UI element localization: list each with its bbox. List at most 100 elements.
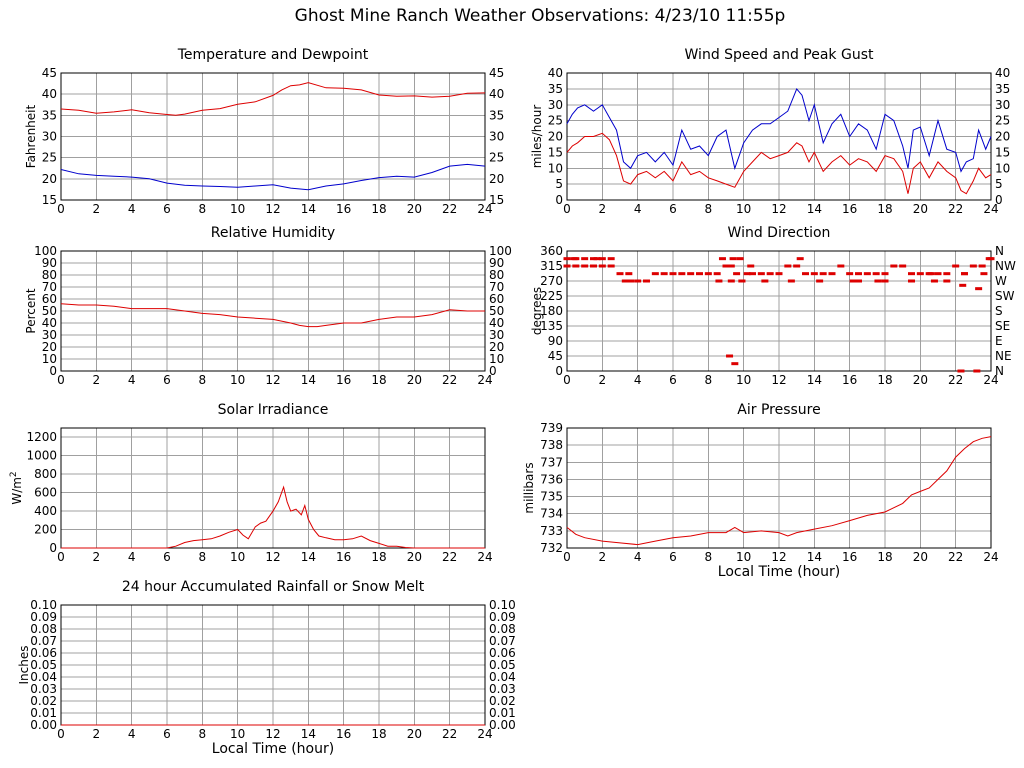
wind-direction-point (607, 264, 615, 268)
y-tick-label: 180 (540, 304, 563, 318)
right-tick-label: 0.06 (489, 646, 516, 660)
x-tick-label: 8 (199, 373, 207, 387)
wind-direction-point (775, 272, 783, 276)
x-tick-label: 10 (736, 373, 751, 387)
x-tick-label: 8 (199, 727, 207, 741)
wind-direction-point (872, 272, 880, 276)
wind-direction-point (837, 264, 845, 268)
y-tick-label: 733 (540, 524, 563, 538)
y-tick-label: 35 (548, 82, 563, 96)
x-tick-label: 0 (563, 373, 571, 387)
x-tick-label: 22 (948, 202, 963, 216)
right-tick-label: N (995, 364, 1004, 378)
x-tick-label: 6 (163, 202, 171, 216)
y-tick-label: 0.03 (30, 682, 57, 696)
x-tick-label: 4 (128, 727, 136, 741)
wind-direction-point (927, 272, 935, 276)
wind-direction-point (572, 264, 580, 268)
wind-direction-point (731, 362, 739, 366)
x-tick-label: 18 (877, 202, 892, 216)
series-line-0 (566, 87, 992, 173)
right-tick-label: NW (995, 259, 1016, 273)
wind-direction-point (978, 264, 986, 268)
wind-direction-point (733, 272, 741, 276)
y-tick-label: 0.10 (30, 598, 57, 612)
right-tick-label: 40 (995, 66, 1010, 80)
x-tick-label: 6 (669, 373, 677, 387)
right-tick-label: 20 (995, 130, 1010, 144)
y-tick-label: 0.00 (30, 718, 57, 732)
x-tick-label: 24 (983, 202, 998, 216)
y-tick-label: 0 (555, 364, 563, 378)
y-tick-label: 360 (540, 244, 563, 258)
x-tick-label: 2 (93, 373, 101, 387)
chart-title: Temperature and Dewpoint (177, 47, 369, 63)
y-tick-label: 15 (42, 193, 57, 207)
y-axis-label: degrees (530, 287, 544, 335)
plot-frame (566, 427, 992, 549)
y-tick-label: 35 (42, 108, 57, 122)
x-tick-label: 6 (163, 550, 171, 564)
x-tick-label: 12 (265, 373, 280, 387)
x-tick-label: 2 (599, 550, 607, 564)
right-tick-label: 0.07 (489, 634, 516, 648)
series-line-1 (60, 163, 486, 191)
plot-frame (60, 427, 486, 549)
y-axis-label: Fahrenheit (24, 104, 38, 168)
y-tick-label: 736 (540, 472, 563, 486)
chart-title: Solar Irradiance (218, 402, 329, 418)
wind-direction-point (715, 279, 723, 283)
wind-direction-point (581, 257, 589, 261)
y-tick-label: 45 (42, 66, 57, 80)
right-tick-label: 35 (995, 82, 1010, 96)
right-tick-label: 40 (489, 316, 504, 330)
y-tick-label: 735 (540, 490, 563, 504)
wind-direction-point (590, 257, 597, 261)
plot-frame (60, 72, 486, 201)
y-tick-label: 734 (540, 507, 563, 521)
wind-direction-point (713, 272, 721, 276)
y-tick-label: 40 (548, 66, 563, 80)
x-tick-label: 14 (301, 202, 316, 216)
wind-direction-point (616, 272, 624, 276)
wind-direction-point (943, 272, 951, 276)
y-tick-label: 10 (42, 352, 57, 366)
right-tick-label: 15 (489, 193, 504, 207)
x-tick-label: 10 (230, 550, 245, 564)
right-tick-label: 0.02 (489, 694, 516, 708)
wind-direction-point (943, 279, 951, 283)
wind-direction-point (916, 272, 924, 276)
x-tick-label: 18 (371, 373, 386, 387)
wind-direction-point (855, 272, 862, 276)
x-tick-label: 22 (442, 202, 457, 216)
x-tick-label: 12 (771, 202, 786, 216)
y-tick-label: 20 (42, 340, 57, 354)
wind-direction-point (726, 354, 734, 358)
wind-direction-point (802, 272, 809, 276)
wind-direction-point (570, 257, 578, 261)
wind-direction-point (766, 272, 774, 276)
wind-direction-point (627, 279, 635, 283)
wind-direction-point (621, 279, 629, 283)
x-tick-label: 6 (669, 202, 677, 216)
right-tick-label: 15 (995, 145, 1010, 159)
chart-rain: 24 hour Accumulated Rainfall or Snow Mel… (17, 579, 516, 757)
y-axis-label: Inches (17, 646, 31, 685)
y-tick-label: 45 (548, 349, 563, 363)
x-tick-label: 24 (983, 550, 998, 564)
x-tick-label: 4 (128, 202, 136, 216)
x-tick-label: 20 (407, 373, 422, 387)
x-axis-label: Local Time (hour) (212, 741, 334, 757)
wind-direction-point (718, 257, 726, 261)
wind-direction-point (743, 272, 751, 276)
right-tick-label: 80 (489, 268, 504, 282)
wind-direction-point (908, 272, 915, 276)
chart-title: Relative Humidity (211, 225, 335, 241)
x-tick-label: 16 (842, 550, 857, 564)
right-tick-label: 0 (489, 364, 497, 378)
plot-frame (566, 250, 992, 372)
x-tick-label: 22 (948, 373, 963, 387)
